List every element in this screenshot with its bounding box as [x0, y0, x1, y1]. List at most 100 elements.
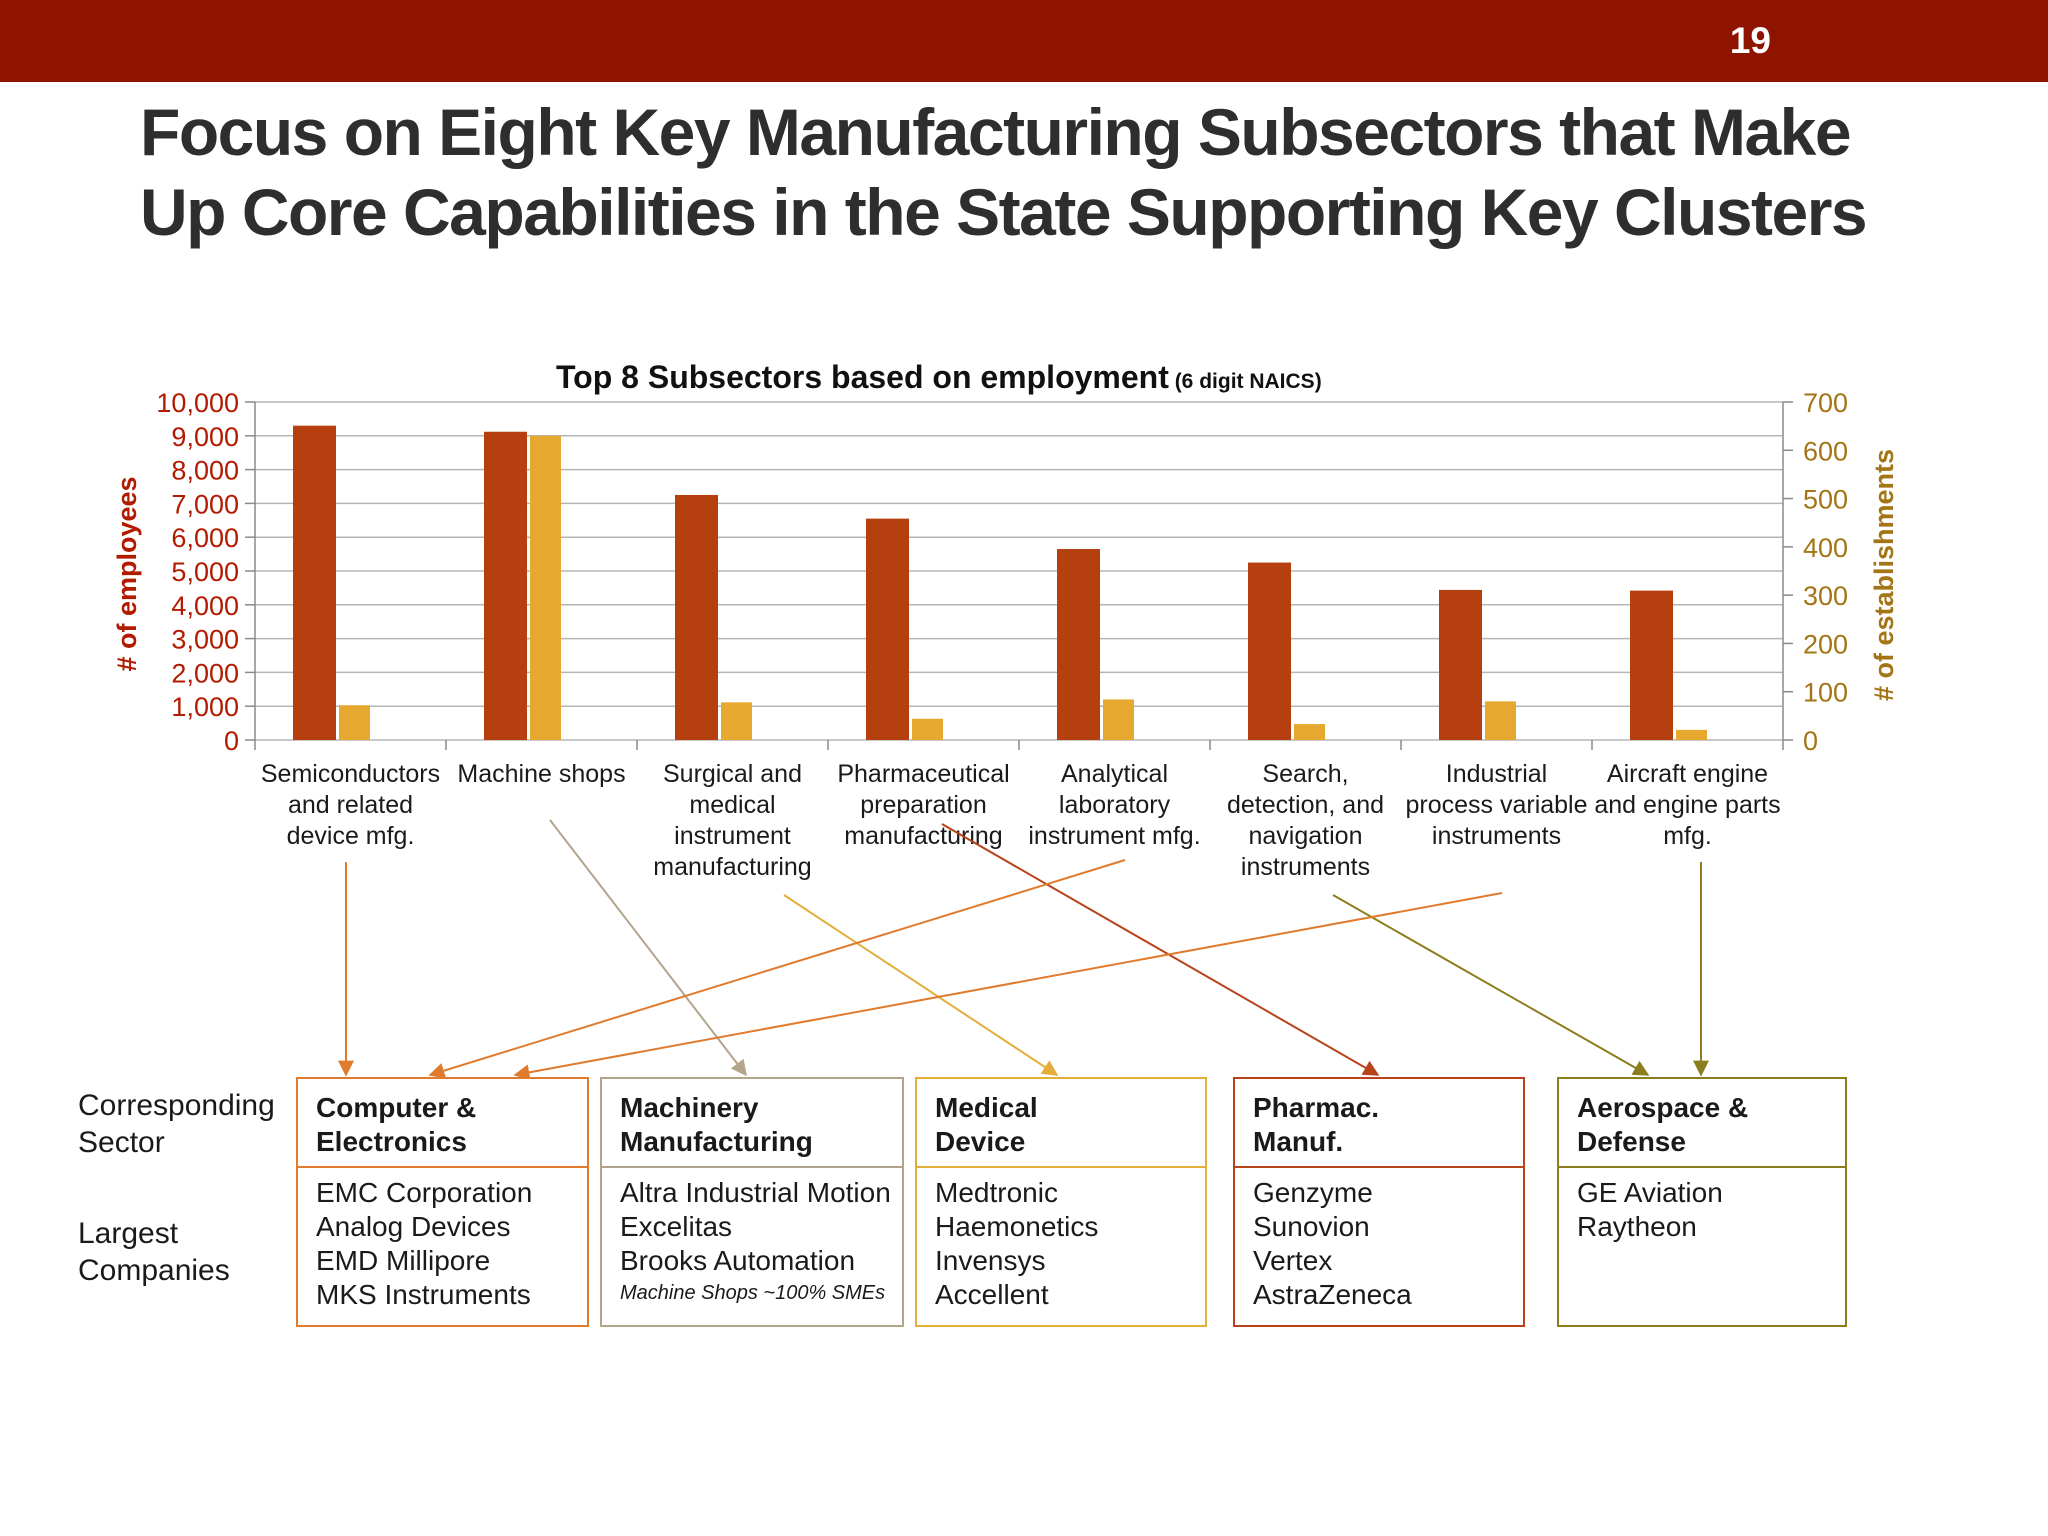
category-label: instruments	[1432, 822, 1561, 850]
right-tick-label: 0	[1803, 726, 1818, 756]
company-name: AstraZeneca	[1253, 1279, 1412, 1310]
right-tick-label: 700	[1803, 388, 1848, 418]
establishments-bar	[721, 702, 752, 740]
sector-box-pharma: Pharmac. Manuf. Genzyme Sunovion Vertex Astra…	[1233, 1077, 1525, 1327]
chart-title: Top 8 Subsectors based on employment (6 …	[556, 359, 1322, 395]
category-label: navigation	[1249, 822, 1363, 850]
left-tick-label: 2,000	[171, 658, 239, 688]
row-label-companies: Largest Companies	[78, 1215, 230, 1289]
category-label: instrument mfg.	[1028, 822, 1200, 850]
sector-name: Machinery Manufacturing	[602, 1079, 902, 1168]
company-list: Medtronic Haemonetics Invensys Accellent	[917, 1168, 1205, 1325]
employees-bar	[1630, 590, 1673, 740]
company-name: GE Aviation	[1577, 1177, 1723, 1208]
mapping-arrow	[1332, 894, 1650, 1076]
company-list: GE Aviation Raytheon	[1559, 1168, 1845, 1325]
sector-name-line: Aerospace &	[1577, 1092, 1749, 1123]
category-label: Search,	[1262, 760, 1348, 788]
category-label: preparation	[860, 791, 986, 819]
sector-name: Pharmac. Manuf.	[1235, 1079, 1523, 1168]
sector-name-line: Electronics	[316, 1126, 467, 1157]
employees-bar	[1057, 549, 1100, 740]
category-label: Industrial	[1446, 760, 1547, 788]
company-name: Vertex	[1253, 1245, 1333, 1276]
establishments-bar	[1103, 699, 1134, 740]
left-tick-label: 8,000	[171, 456, 239, 486]
company-name: Invensys	[935, 1245, 1046, 1276]
category-label: medical	[689, 791, 775, 819]
row-label-line: Corresponding	[78, 1089, 275, 1122]
left-tick-label: 1,000	[171, 692, 239, 722]
left-tick-label: 6,000	[171, 523, 239, 553]
header-bar: 19	[0, 0, 2048, 82]
company-name: Analog Devices	[316, 1211, 511, 1242]
company-name: Altra Industrial Motion	[620, 1177, 891, 1208]
company-name: Accellent	[935, 1279, 1049, 1310]
employees-bar	[484, 431, 527, 740]
company-name: Excelitas	[620, 1211, 733, 1242]
category-label: process variable	[1405, 791, 1587, 819]
company-name: EMD Millipore	[316, 1245, 491, 1276]
mapping-arrow	[783, 894, 1059, 1076]
right-tick-label: 100	[1803, 678, 1848, 708]
category-label: mfg.	[1663, 822, 1712, 850]
sector-box-aerospace: Aerospace & Defense GE Aviation Raytheon	[1557, 1077, 1847, 1327]
category-label: Analytical	[1061, 760, 1168, 788]
right-tick-label: 400	[1803, 533, 1848, 563]
category-label: and related	[288, 791, 413, 819]
category-label: Aircraft engine	[1607, 760, 1768, 788]
establishments-bar	[1676, 729, 1707, 740]
left-axis-title: # of employees	[112, 476, 142, 671]
mapping-arrow	[941, 823, 1380, 1076]
company-list: EMC Corporation Analog Devices EMD Millipo…	[298, 1168, 587, 1325]
company-name: Genzyme	[1253, 1177, 1373, 1208]
category-label: laboratory	[1059, 791, 1171, 819]
mapping-arrow	[549, 819, 747, 1077]
establishments-bar	[1294, 724, 1325, 740]
right-tick-label: 300	[1803, 581, 1848, 611]
sector-name-line: Manuf.	[1253, 1126, 1344, 1157]
category-label: manufacturing	[844, 822, 1002, 850]
right-tick-label: 200	[1803, 629, 1848, 659]
left-tick-label: 3,000	[171, 625, 239, 655]
category-label: instrument	[674, 822, 791, 850]
category-label: Semiconductors	[261, 760, 440, 788]
category-label: Surgical and	[663, 760, 802, 788]
left-tick-label: 10,000	[156, 388, 239, 418]
sector-name: Computer & Electronics	[298, 1079, 587, 1168]
company-name: Haemonetics	[935, 1211, 1099, 1242]
company-name: EMC Corporation	[316, 1177, 533, 1208]
company-note: Machine Shops ~100% SMEs	[620, 1282, 886, 1304]
category-label: and engine parts	[1594, 791, 1780, 819]
sector-box-computer_electronics: Computer & Electronics EMC Corporation Anal…	[296, 1077, 589, 1327]
sector-name-line: Computer &	[316, 1092, 477, 1123]
establishments-bar	[339, 705, 370, 740]
slide-title-line: Up Core Capabilities in the State Suppor…	[140, 175, 1868, 249]
slide-title-line: Focus on Eight Key Manufacturing Subsect…	[140, 95, 1852, 169]
sector-name-line: Machinery	[620, 1092, 759, 1123]
company-name: Medtronic	[935, 1177, 1058, 1208]
sector-name-line: Device	[935, 1126, 1026, 1157]
row-label-line: Companies	[78, 1254, 230, 1287]
left-tick-label: 5,000	[171, 557, 239, 587]
right-tick-label: 600	[1803, 436, 1848, 466]
company-name: Brooks Automation	[620, 1245, 856, 1276]
category-label: device mfg.	[287, 822, 415, 850]
right-tick-label: 500	[1803, 485, 1848, 515]
left-tick-label: 0	[224, 726, 239, 756]
category-label: Machine shops	[457, 760, 625, 788]
company-list: Altra Industrial Motion Excelitas Brooks A…	[602, 1168, 902, 1325]
right-axis-title: # of establishments	[1869, 449, 1899, 701]
company-name: Raytheon	[1577, 1211, 1697, 1242]
sector-name-line: Manufacturing	[620, 1126, 813, 1157]
sector-name: Aerospace & Defense	[1559, 1079, 1845, 1168]
sector-name-line: Medical	[935, 1092, 1038, 1123]
employees-bar	[866, 518, 909, 740]
left-tick-label: 9,000	[171, 422, 239, 452]
establishments-bar	[1485, 701, 1516, 740]
company-list: Genzyme Sunovion Vertex AstraZeneca	[1235, 1168, 1523, 1325]
employees-bar	[675, 494, 718, 740]
slide-number: 19	[1729, 20, 1771, 61]
category-label: Pharmaceutical	[837, 760, 1009, 788]
